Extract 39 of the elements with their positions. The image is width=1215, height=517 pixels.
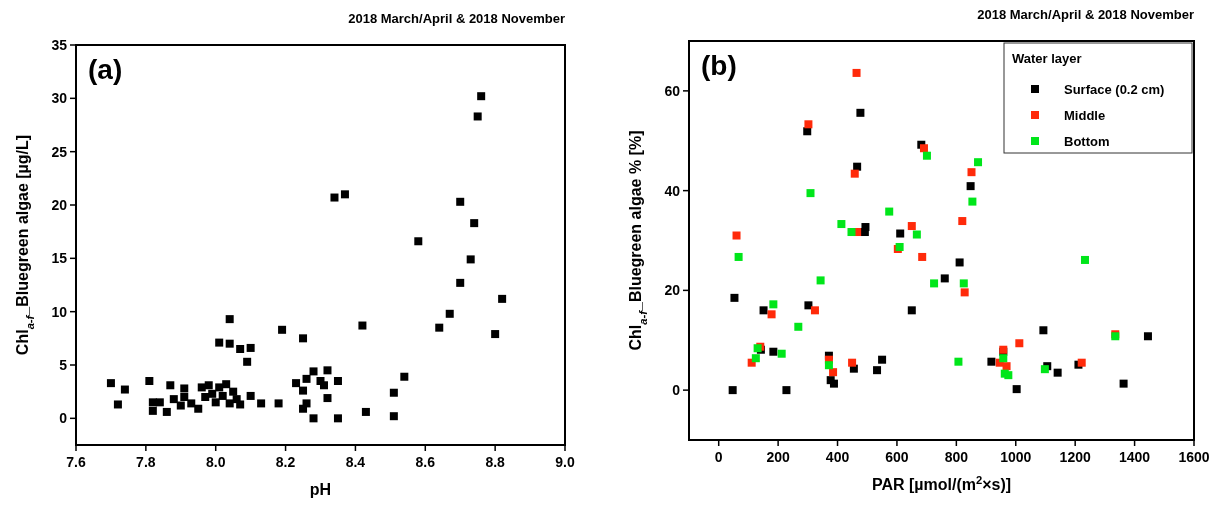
x-tick-label: 1400 — [1119, 449, 1151, 465]
x-tick-label: 1000 — [1000, 449, 1032, 465]
x-tick-label: 8.2 — [275, 454, 296, 470]
x-tick-label: 1600 — [1178, 449, 1210, 465]
y-tick-label: 20 — [664, 282, 681, 299]
legend-label: Bottom — [1064, 134, 1110, 149]
x-tick-label: 200 — [766, 449, 791, 465]
y-tick-label: 35 — [51, 37, 68, 53]
annotation: (a) — [88, 54, 123, 85]
x-tick-label: 7.8 — [136, 454, 156, 470]
x-tick-label: 8.6 — [415, 454, 436, 470]
y-tick-label: 25 — [51, 143, 68, 160]
y-tick-label: 10 — [51, 303, 68, 320]
x-tick-label: 8.4 — [345, 454, 366, 470]
x-tick-label: 9.0 — [555, 454, 575, 470]
x-tick-label: 800 — [944, 449, 969, 465]
x-tick-label: 0 — [714, 449, 723, 465]
x-tick-label: 8.0 — [205, 454, 226, 470]
y-tick-label: 15 — [51, 250, 68, 267]
legend-label: Surface (0.2 cm) — [1064, 82, 1165, 97]
x-tick-label: 400 — [825, 449, 850, 465]
y-tick-label: 20 — [51, 197, 68, 213]
x-axis-title: pH — [309, 481, 332, 498]
x-tick-label: 8.8 — [485, 454, 506, 470]
y-tick-label: 30 — [51, 90, 68, 107]
legend-title: Water layer — [1012, 51, 1082, 66]
y-tick-label: 60 — [664, 82, 681, 99]
y-tick-label: 5 — [59, 357, 68, 373]
y-tick-label: 0 — [672, 382, 681, 399]
x-axis-title: PAR [µmol/(m$^{2}$×s)] — [871, 474, 1012, 493]
y-tick-label: 0 — [59, 410, 68, 427]
chart-title: 2018 March/April & 2018 November — [977, 7, 1194, 22]
x-tick-label: 1200 — [1059, 449, 1091, 465]
y-tick-label: 40 — [664, 182, 681, 199]
annotation: (b) — [701, 50, 737, 81]
x-tick-label: 7.6 — [66, 454, 86, 470]
legend-label: Middle — [1064, 108, 1106, 123]
x-tick-label: 600 — [885, 449, 909, 465]
chart-title: 2018 March/April & 2018 November — [348, 11, 565, 26]
